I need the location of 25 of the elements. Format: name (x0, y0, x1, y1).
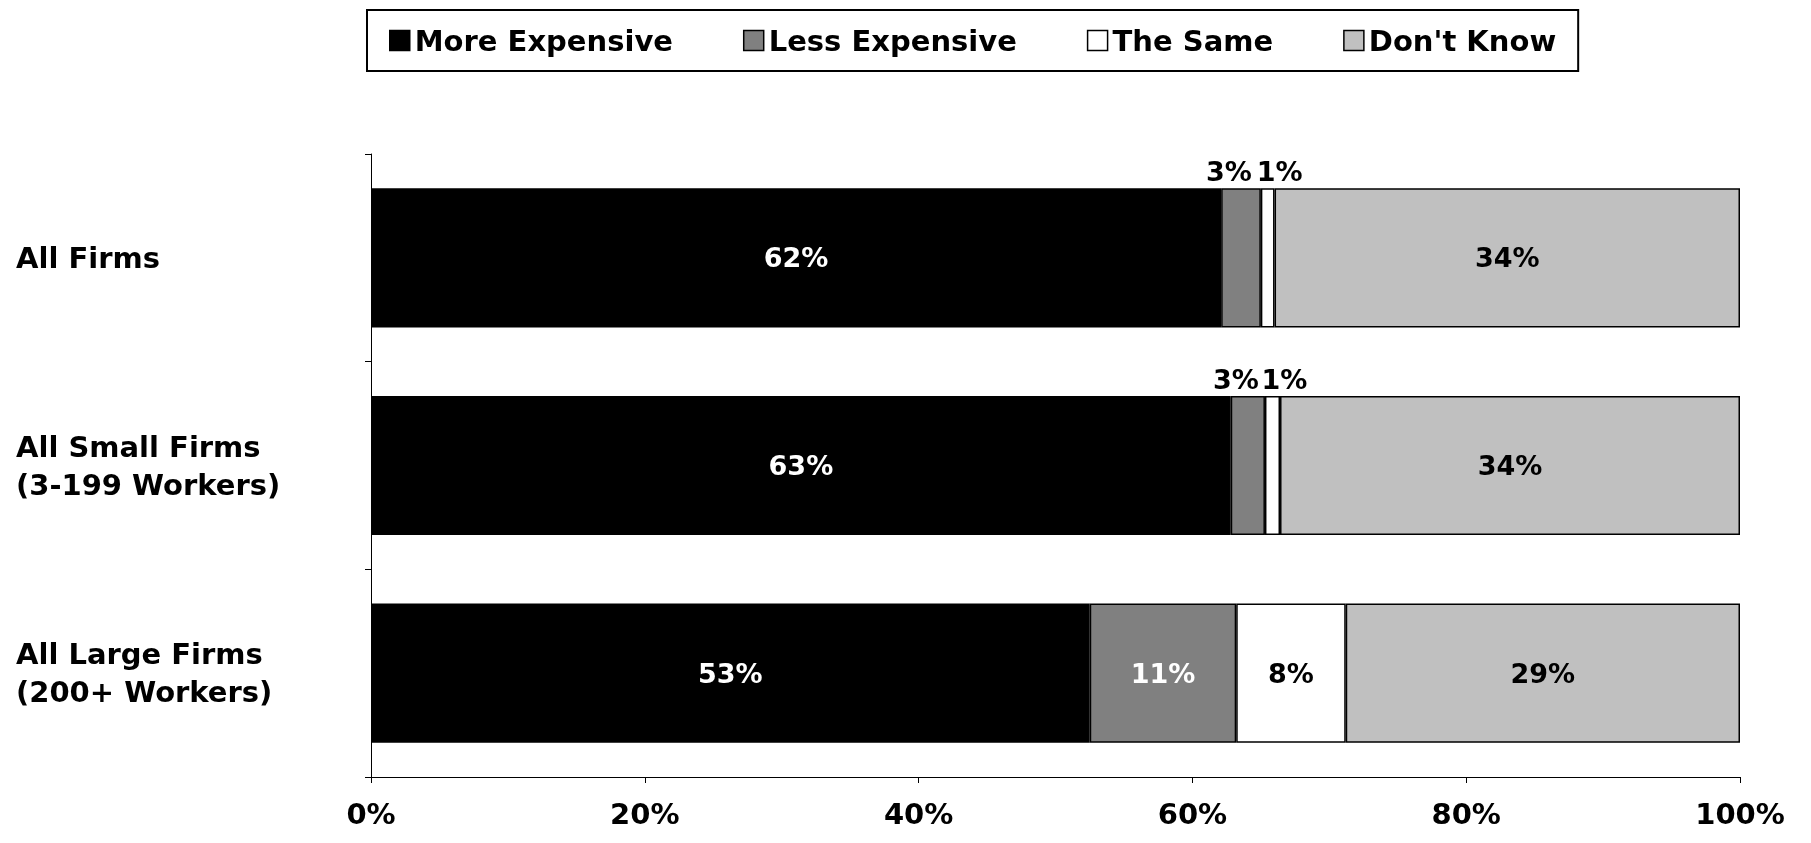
y-tick-label: All Large Firms (200+ Workers) (16, 637, 273, 710)
x-tick-label: 60% (1157, 796, 1228, 831)
data-label: 1% (1261, 363, 1308, 395)
data-label: 8% (1268, 657, 1314, 689)
data-label: 3% (1212, 363, 1259, 395)
legend-label: More Expensive (414, 23, 673, 58)
data-label: 3% (1206, 156, 1252, 188)
legend-label: The Same (1112, 23, 1274, 58)
x-tick-label: 20% (610, 796, 680, 831)
data-label: 1% (1256, 156, 1303, 188)
data-label: 11% (1130, 657, 1196, 689)
x-tick-label: 40% (883, 796, 954, 831)
y-tick-label: All Firms (16, 240, 160, 275)
x-tick-label: 100% (1695, 796, 1785, 831)
data-label: 53% (698, 657, 763, 689)
legend-label: Less Expensive (768, 23, 1017, 58)
data-label: 29% (1510, 657, 1576, 689)
x-tick-label: 0% (346, 796, 396, 831)
legend-label: Don't Know (1368, 23, 1557, 58)
data-label: 63% (768, 450, 834, 481)
data-label: 34% (1474, 242, 1540, 274)
data-label: 62% (763, 242, 829, 274)
y-tick-label: All Small Firms (3-199 Workers) (16, 429, 281, 502)
data-label: 34% (1477, 450, 1543, 481)
x-tick-label: 80% (1431, 796, 1501, 831)
